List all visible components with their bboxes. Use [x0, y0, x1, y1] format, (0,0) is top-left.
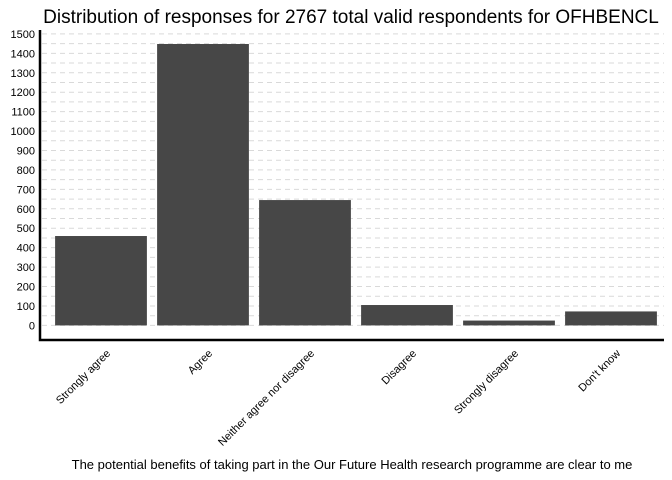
bar-strongly-agree [55, 236, 147, 326]
y-tick-label: 400 [17, 243, 35, 255]
bar-disagree [361, 305, 453, 326]
y-tick-label: 1200 [11, 87, 35, 99]
y-axis-ticks: 0 100 200 300 400 500 600 700 800 900 1000 1100 1200… [11, 29, 35, 333]
bar-don-t-know [565, 311, 657, 326]
y-tick-label: 500 [17, 223, 35, 235]
x-tick-label: Don't know [576, 348, 623, 395]
gridlines [42, 33, 664, 326]
y-tick-label: 100 [17, 301, 35, 313]
y-tick-label: 1500 [11, 29, 35, 41]
x-tick-label: Strongly disagree [452, 348, 521, 417]
x-axis-label: The potential benefits of taking part in… [72, 457, 633, 472]
y-tick-label: 300 [17, 262, 35, 274]
x-tick-label: Agree [186, 348, 215, 377]
y-tick-label: 900 [17, 146, 35, 158]
y-tick-label: 0 [29, 320, 35, 332]
bar-neither-agree-nor-disagree [259, 200, 351, 326]
y-tick-label: 700 [17, 184, 35, 196]
bar-agree [157, 43, 249, 326]
x-tick-label: Disagree [380, 348, 420, 388]
bars [55, 43, 657, 326]
chart-title: Distribution of responses for 2767 total… [43, 7, 659, 28]
axis-lines [38, 30, 664, 342]
bar-strongly-disagree [463, 320, 555, 326]
y-tick-label: 1400 [11, 48, 35, 60]
y-tick-label: 200 [17, 282, 35, 294]
y-tick-label: 1000 [11, 126, 35, 138]
x-axis-categories: Strongly agree Agree Neither agree nor dis… [54, 348, 623, 449]
y-tick-label: 800 [17, 165, 35, 177]
y-tick-label: 600 [17, 204, 35, 216]
y-tick-label: 1100 [11, 107, 35, 119]
y-tick-label: 1300 [11, 68, 35, 80]
x-tick-label: Neither agree nor disagree [216, 348, 317, 449]
x-tick-label: Strongly agree [54, 348, 113, 407]
